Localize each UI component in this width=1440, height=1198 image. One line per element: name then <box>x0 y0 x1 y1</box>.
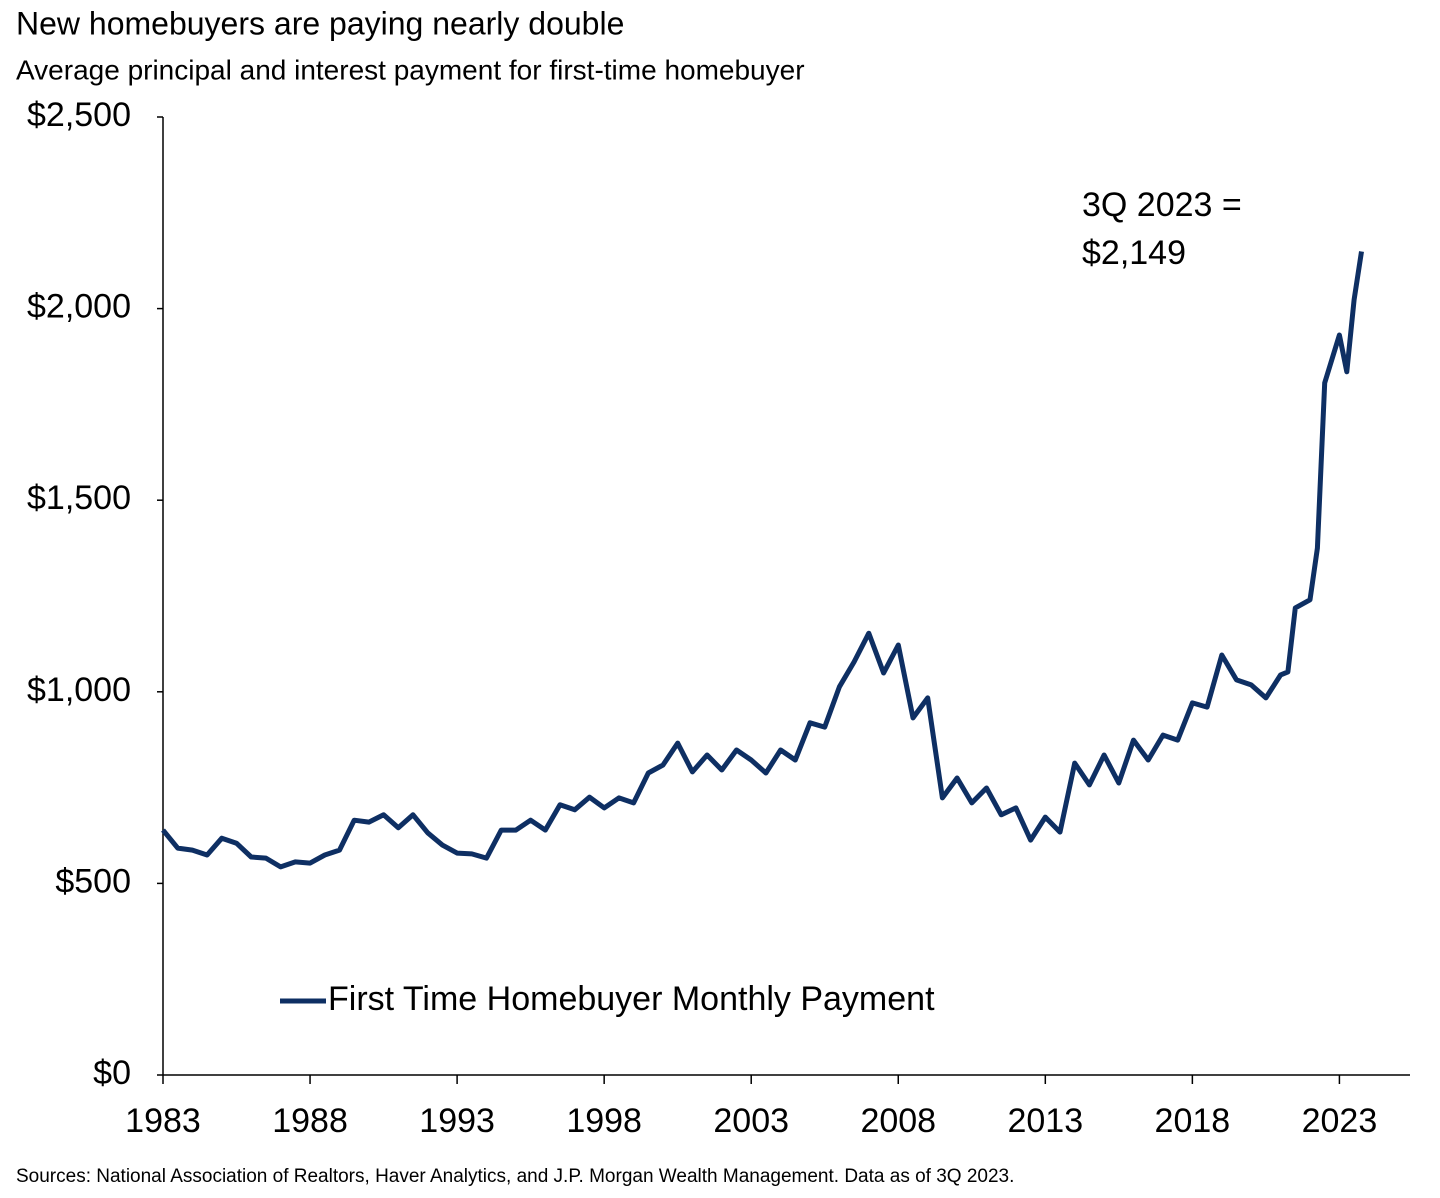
x-tick-label: 2018 <box>1155 1102 1231 1140</box>
x-tick-label: 1988 <box>272 1102 348 1140</box>
legend-label: First Time Homebuyer Monthly Payment <box>328 980 935 1018</box>
y-tick-label: $500 <box>55 862 131 900</box>
y-tick-label: $2,000 <box>27 288 131 326</box>
y-tick-label: $1,000 <box>27 671 131 709</box>
chart-subtitle: Average principal and interest payment f… <box>16 54 805 85</box>
x-tick-label: 1998 <box>566 1102 642 1140</box>
x-tick-label: 2023 <box>1302 1102 1378 1140</box>
x-tick-label: 1993 <box>419 1102 495 1140</box>
y-tick-label: $1,500 <box>27 479 131 517</box>
annotation: $2,149 <box>1082 234 1186 272</box>
x-tick-label: 2013 <box>1007 1102 1083 1140</box>
x-tick-label: 1983 <box>125 1102 201 1140</box>
data-line <box>161 251 1364 870</box>
annotation: 3Q 2023 = <box>1082 186 1242 224</box>
y-tick-label: $2,500 <box>27 96 131 134</box>
y-tick-label: $0 <box>93 1054 131 1092</box>
chart-title: New homebuyers are paying nearly double <box>16 5 624 41</box>
source-note: Sources: National Association of Realtor… <box>16 1166 1014 1187</box>
x-tick-label: 2003 <box>713 1102 789 1140</box>
x-tick-label: 2008 <box>860 1102 936 1140</box>
